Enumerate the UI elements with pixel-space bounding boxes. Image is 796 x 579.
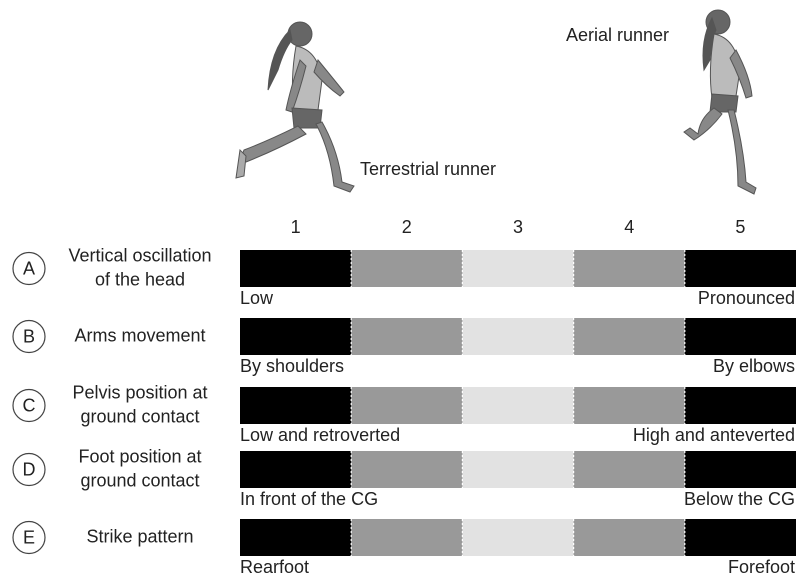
scale-segment: [240, 519, 351, 556]
scale-segment: [574, 519, 685, 556]
left-label: Low and retroverted: [240, 425, 400, 445]
row-letter: B: [23, 326, 35, 346]
scale-segment: [685, 451, 796, 488]
row-label: Pelvis position at: [72, 382, 207, 402]
row-label: Arms movement: [74, 325, 205, 345]
right-label: Forefoot: [728, 557, 795, 577]
row-label: ground contact: [80, 406, 199, 426]
scale-number: 3: [513, 217, 523, 237]
row-label: Vertical oscillation: [68, 245, 211, 265]
row-label: ground contact: [80, 470, 199, 490]
left-label: Low: [240, 288, 274, 308]
left-label: Rearfoot: [240, 557, 309, 577]
row-letter: D: [23, 459, 36, 479]
scale-segment: [351, 318, 462, 355]
scale-segment: [462, 451, 573, 488]
left-label: By shoulders: [240, 356, 344, 376]
scale-segment: [574, 318, 685, 355]
row-label: Strike pattern: [86, 526, 193, 546]
row-label: Foot position at: [78, 446, 201, 466]
scale-segment: [462, 250, 573, 287]
terrestrial-runner-label: Terrestrial runner: [360, 159, 496, 179]
scale-segment: [685, 387, 796, 424]
scale-number: 5: [735, 217, 745, 237]
scale-segment: [685, 250, 796, 287]
right-label: Pronounced: [698, 288, 795, 308]
row-label: of the head: [95, 269, 185, 289]
scale-number: 2: [402, 217, 412, 237]
right-label: By elbows: [713, 356, 795, 376]
terrestrial-runner-figure: [236, 22, 354, 192]
scale-segment: [685, 519, 796, 556]
scale-segment: [574, 451, 685, 488]
scale-segment: [462, 387, 573, 424]
scale-segment: [240, 451, 351, 488]
scale-segment: [240, 387, 351, 424]
scale-segment: [351, 519, 462, 556]
right-label: High and anteverted: [633, 425, 795, 445]
scale-segment: [574, 250, 685, 287]
figure: Terrestrial runner Aerial runner 1 2 3 4 5 A V…: [0, 0, 796, 579]
scale-segment: [462, 519, 573, 556]
scale-number: 1: [291, 217, 301, 237]
scale-segment: [240, 318, 351, 355]
scale-segment: [351, 451, 462, 488]
aerial-runner-figure: [684, 10, 756, 194]
scale-segment: [240, 250, 351, 287]
scale-segment: [351, 250, 462, 287]
scale-segment: [462, 318, 573, 355]
row-letter: A: [23, 258, 35, 278]
scale-segment: [351, 387, 462, 424]
scale-segment: [574, 387, 685, 424]
row-letter: E: [23, 527, 35, 547]
row-letter: C: [23, 395, 36, 415]
left-label: In front of the CG: [240, 489, 378, 509]
scale-number: 4: [624, 217, 634, 237]
aerial-runner-label: Aerial runner: [566, 25, 669, 45]
scale-segment: [685, 318, 796, 355]
right-label: Below the CG: [684, 489, 795, 509]
